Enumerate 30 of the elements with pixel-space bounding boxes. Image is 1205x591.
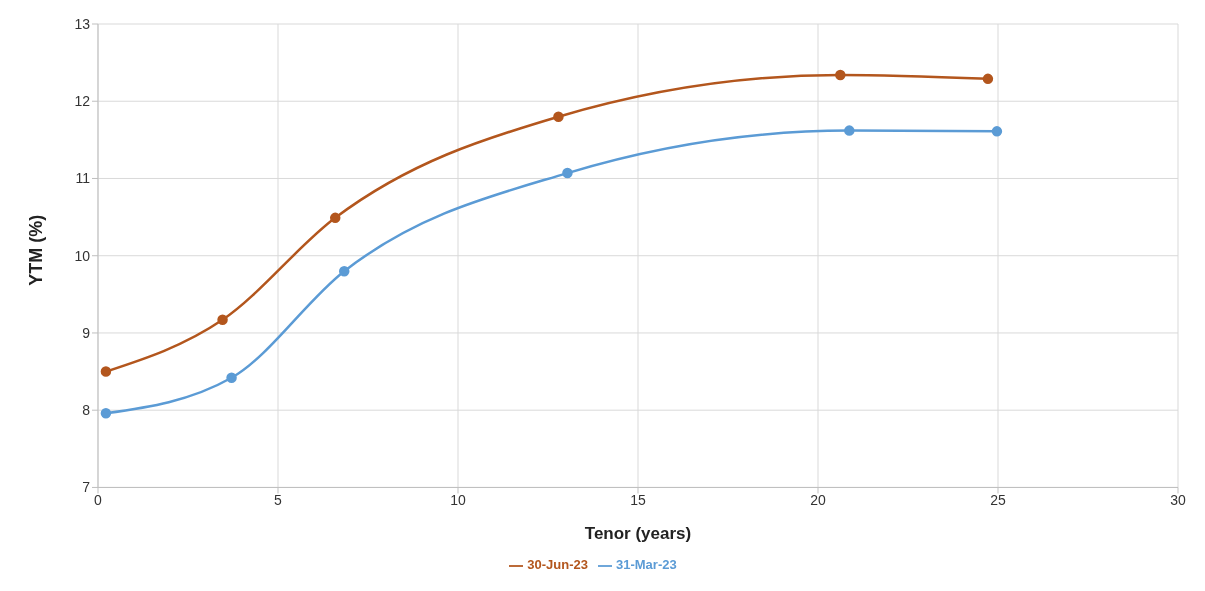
point — [562, 167, 573, 179]
y-tick-label: 13 — [74, 15, 91, 32]
y-tick-label: 10 — [74, 247, 91, 264]
x-tick-label: 30 — [1170, 492, 1186, 509]
y-tick-label: 8 — [82, 402, 91, 419]
point — [217, 314, 228, 326]
point — [553, 111, 564, 122]
y-tick-label: 11 — [75, 170, 91, 187]
x-axis-title: Tenor (years) — [584, 524, 692, 544]
point — [835, 69, 846, 81]
x-tick-label: 25 — [990, 492, 1006, 509]
point — [991, 126, 1003, 137]
x-tick-label: 0 — [94, 492, 103, 509]
point — [982, 73, 994, 85]
point — [226, 372, 237, 384]
y-tick-label: 12 — [74, 93, 91, 110]
x-tick-label: 20 — [810, 492, 826, 509]
x-tick-label: 15 — [630, 492, 646, 509]
y-axis-title: YTM (%) — [26, 214, 47, 286]
legend-label: 31-Mar-23 — [616, 557, 677, 573]
point — [844, 125, 855, 136]
legend-label: 30-Jun-23 — [527, 557, 588, 573]
y-tick-label: 9 — [82, 324, 91, 341]
point — [338, 265, 350, 277]
point — [100, 366, 112, 377]
point — [100, 408, 112, 419]
x-tick-label: 5 — [274, 492, 283, 509]
x-tick-label: 10 — [450, 492, 466, 509]
point — [329, 212, 341, 224]
y-tick-label: 7 — [82, 479, 91, 496]
